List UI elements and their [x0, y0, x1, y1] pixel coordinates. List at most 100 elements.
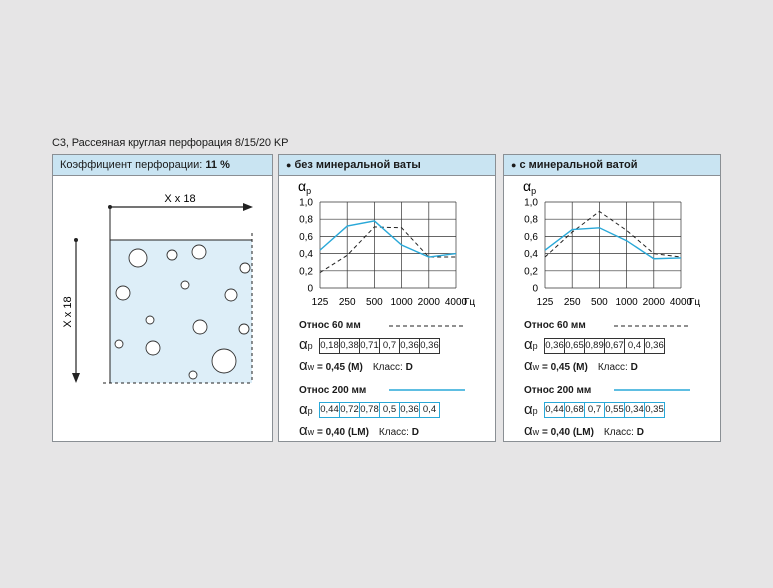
values-table: 0,36 0,65 0,89 0,67 0,4 0,36 [544, 338, 665, 354]
series-line-dashed [544, 210, 682, 258]
legend-solid [614, 389, 690, 391]
dim-x-origin [108, 205, 112, 209]
rating-row: αw = 0,45 (M) Класс: D [299, 357, 413, 374]
value-cell: 0,36 [644, 339, 664, 353]
y-tick-label: 0,8 [524, 215, 538, 226]
perforation-hole [238, 323, 250, 335]
bullet-icon: ● [511, 160, 517, 170]
value-cell: 0,5 [379, 403, 399, 417]
value-cell: 0,44 [545, 404, 564, 415]
perforation-hole [145, 315, 155, 325]
perforation-hole [192, 319, 208, 335]
y-tick-label: 0 [532, 284, 538, 295]
value-cell: 0,36 [399, 339, 419, 353]
series-label: Относ 200 мм [524, 385, 592, 396]
perforation-hole [191, 244, 207, 260]
perforation-hole [145, 340, 161, 356]
rating-row: αw = 0,45 (M) Класс: D [524, 357, 638, 374]
perforation-value: 11 % [205, 159, 230, 171]
chart-header: ● с минеральной ватой [504, 155, 720, 176]
y-tick-label: 0,4 [524, 249, 538, 260]
chart-header: ● без минеральной ваты [279, 155, 495, 176]
alpha-p-symbol: αp [524, 336, 538, 353]
absorption-chart: αp 0 0,2 0,4 0,6 0,8 1,0 125 250 500 1000 2000 4000Г… [523, 178, 700, 308]
perforation-header: Коэффициент перфорации: 11 % [53, 155, 272, 176]
perforation-hole [166, 249, 178, 261]
y-tick-label: 0,2 [299, 266, 313, 277]
value-cell: 0,4 [419, 403, 439, 417]
absorption-chart: αp 0 0,2 0,4 0,6 0,8 1,0 125 250 500 1000 2000 4000Г… [298, 178, 475, 308]
perforation-hole [188, 370, 198, 380]
value-cell: 0,71 [359, 339, 379, 353]
perforation-hole [114, 339, 124, 349]
x-tick-label: 250 [339, 297, 356, 308]
dim-x-label: X x 18 [164, 193, 195, 205]
value-cell: 0,35 [644, 403, 664, 417]
x-tick-label: 4000 [445, 297, 468, 308]
series-line-solid [319, 220, 457, 258]
legend-dashed [614, 325, 690, 327]
value-cell: 0,4 [624, 339, 644, 353]
value-cell: 0,67 [604, 339, 624, 353]
chart-title: без минеральной ваты [294, 159, 421, 171]
perforation-holes [114, 244, 251, 380]
dim-y-origin [74, 238, 78, 242]
dim-y-arrow [72, 373, 80, 383]
x-tick-label: 500 [591, 297, 608, 308]
x-tick-label: 2000 [643, 297, 666, 308]
y-axis-label: αp [298, 178, 311, 196]
value-cell: 0,18 [320, 340, 339, 351]
value-cell: 0,7 [379, 339, 399, 353]
perforation-hole [211, 348, 237, 374]
chart-title: с минеральной ватой [519, 159, 638, 171]
perforation-hole [224, 288, 238, 302]
value-cell: 0,65 [564, 339, 584, 353]
series-line-solid [544, 227, 682, 260]
rating-row: αw = 0,40 (LM) Класс: D [524, 422, 644, 439]
value-cell: 0,36 [419, 339, 439, 353]
y-tick-label: 1,0 [299, 198, 313, 209]
value-cell: 0,34 [624, 403, 644, 417]
y-tick-label: 0,6 [524, 232, 538, 243]
series-label: Относ 60 мм [524, 320, 586, 331]
perforation-hole [180, 280, 190, 290]
y-axis-label: αp [523, 178, 536, 196]
value-cell: 0,55 [604, 403, 624, 417]
x-tick-label: 125 [537, 297, 554, 308]
value-cell: 0,89 [584, 339, 604, 353]
x-tick-label: 2000 [418, 297, 441, 308]
series-label: Относ 60 мм [299, 320, 361, 331]
x-axis-label: Гц [689, 297, 700, 308]
legend-solid [389, 389, 465, 391]
value-cell: 0,38 [339, 339, 359, 353]
value-cell: 0,68 [564, 403, 584, 417]
values-table: 0,44 0,72 0,78 0,5 0,36 0,4 [319, 402, 440, 418]
perforation-hole [115, 285, 131, 301]
alpha-p-symbol: αp [299, 336, 313, 353]
x-tick-label: 1000 [615, 297, 638, 308]
y-tick-label: 0,4 [299, 249, 313, 260]
bullet-icon: ● [286, 160, 292, 170]
x-tick-label: 4000 [670, 297, 693, 308]
perforation-label: Коэффициент перфорации: [60, 159, 203, 171]
value-cell: 0,44 [320, 404, 339, 415]
y-tick-label: 1,0 [524, 198, 538, 209]
y-tick-label: 0,6 [299, 232, 313, 243]
y-tick-label: 0,8 [299, 215, 313, 226]
x-tick-label: 500 [366, 297, 383, 308]
alpha-p-symbol: αp [524, 401, 538, 418]
page-title: C3, Рассеяная круглая перфорация 8/15/20… [52, 137, 289, 149]
y-tick-label: 0,2 [524, 266, 538, 277]
dim-y-label: X x 18 [62, 296, 74, 327]
dim-x-arrow [243, 203, 253, 211]
value-cell: 0,72 [339, 403, 359, 417]
chart-panel-no-wool: ● без минеральной ваты αp 0 0,2 0,4 0,6 0,8 1,0… [278, 154, 496, 442]
legend-dashed [389, 325, 465, 327]
perforation-hole [239, 262, 251, 274]
value-cell: 0,36 [545, 340, 564, 351]
y-tick-label: 0 [307, 284, 313, 295]
x-tick-label: 250 [564, 297, 581, 308]
perforation-hole [128, 248, 148, 268]
values-table: 0,18 0,38 0,71 0,7 0,36 0,36 [319, 338, 440, 354]
value-cell: 0,36 [399, 403, 419, 417]
